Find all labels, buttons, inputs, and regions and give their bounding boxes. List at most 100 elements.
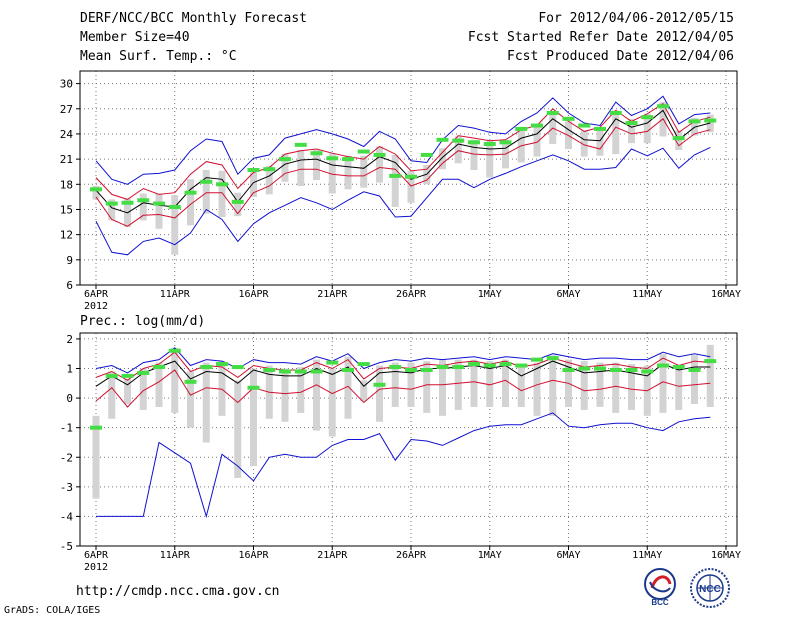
- panel1-x-tick-label: 6MAY: [556, 289, 580, 300]
- panel2-observed-marker: [247, 385, 260, 390]
- panel2-observed-marker: [168, 348, 181, 353]
- panel2-observed-marker: [263, 367, 276, 372]
- panel2-y-tick-label: 2: [66, 333, 73, 346]
- grads-credit: GrADS: COLA/IGES: [4, 605, 101, 616]
- panel1-observed-marker: [405, 174, 417, 179]
- panel1-spread-box: [265, 165, 273, 195]
- panel2-y-tick-label: 0: [66, 392, 73, 405]
- panel2-spread-box: [344, 356, 352, 419]
- panel1-spread-box: [187, 179, 194, 226]
- panel1-observed-marker: [184, 190, 197, 195]
- panel1-spread-box: [218, 170, 226, 218]
- panel2-observed-marker: [546, 356, 559, 361]
- panel1-spread-box: [202, 170, 210, 214]
- panel2-frame: [79, 332, 738, 547]
- panel2-observed-marker: [609, 367, 622, 372]
- panel2-spread-box: [124, 378, 131, 404]
- panel1-x-tick-label: 11MAY: [632, 289, 662, 300]
- panel1-spread-box: [470, 139, 478, 171]
- panel1-spread-box: [344, 155, 352, 190]
- panel1-observed-marker: [105, 201, 118, 206]
- panel2-observed-marker: [121, 373, 134, 378]
- panel2-observed-marker: [294, 369, 307, 374]
- panel1-x-tick-label: 16APR: [238, 289, 269, 300]
- panel2-y-tick-label: 1: [66, 363, 73, 376]
- panel1-spread-box: [92, 185, 100, 200]
- panel1-observed-marker: [326, 156, 339, 161]
- panel2-spread-box: [139, 368, 147, 410]
- variable-label: Mean Surf. Temp.: °C: [80, 49, 237, 64]
- panel1-spread-box: [486, 139, 494, 178]
- panel2-spread-box: [549, 355, 557, 416]
- panel1-frame: [79, 70, 738, 286]
- panel1-spread-box: [533, 126, 541, 157]
- panel2-observed-marker: [373, 382, 386, 387]
- panel1-y-tick-label: 18: [60, 178, 73, 191]
- panel1-x-tick-label: 1MAY: [478, 289, 502, 300]
- panel2-observed-marker: [342, 367, 354, 372]
- panel2-spread-box: [628, 364, 635, 410]
- panel1-lower-line: [95, 118, 711, 227]
- panel2-x-tick-label: 6MAY: [556, 550, 580, 561]
- panel2-y-tick-label: -1: [60, 422, 73, 435]
- panel1-observed-marker: [310, 151, 323, 156]
- panel1-x-tick-label: 16MAY: [711, 289, 741, 300]
- panel1-spread-box: [155, 193, 163, 229]
- ncc-logo-text: NCC: [699, 584, 721, 595]
- fcst-started-label: Fcst Started Refer Date 2012/04/05: [467, 30, 734, 45]
- panel1-observed-marker: [247, 168, 260, 173]
- panel2-observed-marker: [153, 365, 165, 370]
- panel2-min-line: [96, 412, 711, 519]
- panel1-observed-marker: [672, 136, 685, 141]
- panel2-spread-box: [675, 365, 683, 410]
- panel2-observed-marker: [137, 370, 150, 375]
- panel1-observed-marker: [168, 204, 181, 209]
- panel2-y-tick-label: -5: [60, 540, 73, 553]
- panel1-observed-marker: [594, 126, 606, 131]
- panel2-spread-box: [155, 362, 163, 407]
- panel2-y-tick-label: -2: [60, 451, 73, 464]
- panel1-y-tick-label: 6: [66, 279, 73, 292]
- panel1-spread-box: [297, 149, 305, 186]
- panel1-observed-marker: [641, 115, 654, 120]
- panel2-observed-marker: [499, 362, 512, 367]
- bcc-logo: BCC: [644, 568, 676, 607]
- panel1-spread-box: [360, 155, 368, 188]
- panel1-observed-marker: [436, 137, 449, 142]
- panel1-observed-marker: [279, 157, 291, 162]
- panel2-observed-marker: [200, 365, 213, 370]
- panel2-spread-box: [376, 365, 383, 422]
- panel2-x-tick-label: 16MAY: [711, 550, 741, 561]
- panel1-y-tick-label: 24: [60, 128, 74, 141]
- panel1-spread-box: [596, 130, 604, 156]
- panel2-spread-box: [92, 415, 100, 499]
- panel2-spread-box: [454, 359, 462, 410]
- panel2-spread-box: [580, 361, 588, 410]
- panel1-y-tick-label: 30: [60, 78, 73, 91]
- panel1-x-tick-label: 11APR: [160, 289, 191, 300]
- panel1-observed-marker: [263, 167, 276, 172]
- panel1-y-tick-label: 21: [60, 153, 73, 166]
- panel2-observed-marker: [231, 365, 244, 370]
- panel1-spread-box: [108, 199, 116, 221]
- panel1-spread-box: [250, 172, 257, 197]
- panel2-observed-marker: [216, 362, 228, 367]
- panel1-observed-marker: [578, 123, 591, 128]
- panel2-observed-marker: [326, 360, 339, 365]
- panel2-spread-box: [171, 347, 179, 413]
- panel1-y-tick-label: 27: [60, 103, 73, 116]
- panel2-observed-marker: [531, 357, 543, 362]
- panel2-spread-box: [470, 359, 478, 407]
- panel2-spread-box: [423, 361, 431, 413]
- source-url[interactable]: http://cmdp.ncc.cma.gov.cn: [76, 584, 280, 599]
- panel1-observed-marker: [216, 182, 228, 187]
- panel1-observed-marker: [515, 126, 528, 131]
- panel2-lower-line: [95, 369, 711, 408]
- panel2-observed-marker: [405, 367, 417, 372]
- panel2-spread-box: [486, 361, 494, 407]
- panel1-observed-marker: [483, 142, 496, 147]
- panel2-spread-box: [517, 365, 525, 407]
- panel2-spread-box: [328, 368, 336, 437]
- panel2-observed-marker: [641, 369, 654, 374]
- panel2-observed-marker: [672, 365, 685, 370]
